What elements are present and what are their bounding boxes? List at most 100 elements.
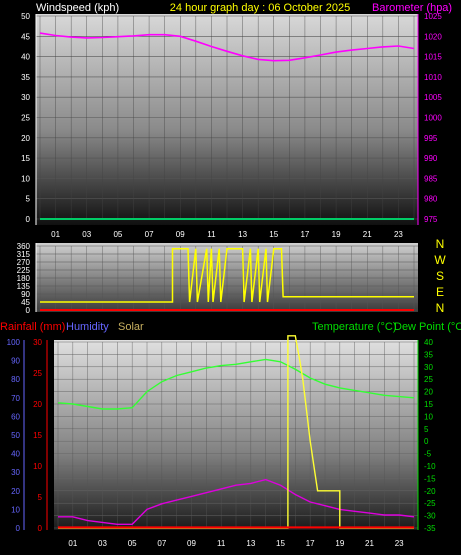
top-panel-ticks: 0510152025303540455097598098599099510001… — [21, 12, 442, 239]
hour-tick-label: 15 — [276, 539, 285, 548]
barometer-series-line — [39, 32, 415, 62]
wind-direction-series-line — [40, 247, 414, 303]
temperature-tick-label: 25 — [424, 375, 433, 384]
temperature-tick-label: 0 — [424, 437, 429, 446]
hour-tick-label: 23 — [394, 230, 403, 239]
barometer-tick-label: 1000 — [424, 114, 442, 123]
temperature-tick-label: -20 — [424, 487, 436, 496]
windspeed-tick-label: 15 — [21, 154, 30, 163]
hour-tick-label: 19 — [335, 539, 344, 548]
direction-tick-label: 180 — [17, 274, 31, 283]
temperature-tick-label: -25 — [424, 499, 436, 508]
humidity-tick-label: 30 — [11, 468, 20, 477]
middle-panel-series — [40, 247, 414, 311]
windspeed-tick-label: 35 — [21, 73, 30, 82]
humidity-tick-label: 60 — [11, 412, 20, 421]
compass-letter: N — [436, 301, 445, 315]
windspeed-tick-label: 20 — [21, 134, 30, 143]
compass-letter: N — [436, 237, 445, 251]
humidity-tick-label: 50 — [11, 431, 20, 440]
temperature-tick-label: 40 — [424, 338, 433, 347]
temperature-tick-label: -10 — [424, 462, 436, 471]
direction-tick-label: 315 — [17, 250, 31, 259]
direction-tick-label: 225 — [17, 266, 31, 275]
rainfall-tick-label: 15 — [33, 431, 42, 440]
top-panel-series — [39, 32, 415, 220]
hour-tick-label: 13 — [238, 230, 247, 239]
hour-tick-label: 21 — [363, 230, 372, 239]
temperature-tick-label: -5 — [424, 450, 432, 459]
hour-tick-label: 17 — [306, 539, 315, 548]
hour-tick-label: 01 — [51, 230, 60, 239]
temperature-tick-label: 20 — [424, 388, 433, 397]
compass-letter: E — [436, 285, 444, 299]
hour-tick-label: 07 — [157, 539, 166, 548]
hour-tick-label: 07 — [145, 230, 154, 239]
barometer-tick-label: 990 — [424, 154, 438, 163]
windspeed-tick-label: 30 — [21, 93, 30, 102]
barometer-axis-label: Barometer (hpa) — [372, 2, 452, 14]
barometer-tick-label: 985 — [424, 174, 438, 183]
barometer-tick-label: 975 — [424, 215, 438, 224]
hour-tick-label: 13 — [246, 539, 255, 548]
direction-tick-label: 90 — [21, 290, 30, 299]
temperature-tick-label: -35 — [424, 524, 436, 533]
hour-tick-label: 15 — [269, 230, 278, 239]
barometer-tick-label: 1010 — [424, 73, 442, 82]
windspeed-tick-label: 25 — [21, 114, 30, 123]
direction-tick-label: 135 — [17, 282, 31, 291]
bottom-panel-series — [57, 335, 415, 529]
temperature-tick-label: 35 — [424, 350, 433, 359]
windspeed-tick-label: 5 — [26, 195, 31, 204]
rainfall-tick-label: 5 — [38, 493, 43, 502]
hour-tick-label: 11 — [217, 539, 226, 548]
barometer-tick-label: 995 — [424, 134, 438, 143]
solar-axis-label: Solar — [118, 321, 144, 333]
chart-title: 24 hour graph day : 06 October 2025 — [170, 2, 350, 14]
direction-tick-label: 360 — [17, 242, 31, 251]
windspeed-tick-label: 45 — [21, 32, 30, 41]
barometer-tick-label: 1020 — [424, 32, 442, 41]
barometer-tick-label: 1025 — [424, 12, 442, 21]
humidity-tick-label: 90 — [11, 357, 20, 366]
humidity-tick-label: 20 — [11, 487, 20, 496]
windspeed-tick-label: 40 — [21, 53, 30, 62]
temperature-tick-label: -30 — [424, 512, 436, 521]
barometer-tick-label: 1015 — [424, 53, 442, 62]
hour-tick-label: 03 — [82, 230, 91, 239]
barometer-tick-label: 1005 — [424, 93, 442, 102]
compass-letter: S — [436, 269, 444, 283]
compass-letter: W — [434, 253, 446, 267]
temperature-tick-label: 15 — [424, 400, 433, 409]
hour-tick-label: 03 — [98, 539, 107, 548]
hour-tick-label: 23 — [395, 539, 404, 548]
hour-tick-label: 09 — [187, 539, 196, 548]
humidity-tick-label: 40 — [11, 450, 20, 459]
windspeed-tick-label: 10 — [21, 174, 30, 183]
rainfall-tick-label: 0 — [38, 524, 43, 533]
hour-tick-label: 17 — [300, 230, 309, 239]
windspeed-tick-label: 50 — [21, 12, 30, 21]
humidity-tick-label: 10 — [11, 505, 20, 514]
direction-tick-label: 45 — [21, 298, 30, 307]
humidity-tick-label: 100 — [7, 338, 21, 347]
dewpoint-axis-label: Dew Point (°C) — [394, 321, 461, 333]
temperature-tick-label: -15 — [424, 474, 436, 483]
direction-tick-label: 270 — [17, 258, 31, 267]
barometer-tick-label: 980 — [424, 195, 438, 204]
temperature-tick-label: 5 — [424, 425, 429, 434]
rainfall-tick-label: 10 — [33, 462, 42, 471]
temperature-tick-label: 10 — [424, 412, 433, 421]
bottom-panel-ticks: -35-30-25-20-15-10-505101520253035400102… — [7, 338, 436, 548]
temperature-tick-label: 30 — [424, 363, 433, 372]
humidity-tick-label: 80 — [11, 375, 20, 384]
hour-tick-label: 21 — [365, 539, 374, 548]
hour-tick-label: 09 — [176, 230, 185, 239]
hour-tick-label: 05 — [128, 539, 137, 548]
humidity-tick-label: 70 — [11, 394, 20, 403]
rainfall-axis-label: Rainfall (mm) — [0, 321, 65, 333]
humidity-axis-label: Humidity — [66, 321, 109, 333]
